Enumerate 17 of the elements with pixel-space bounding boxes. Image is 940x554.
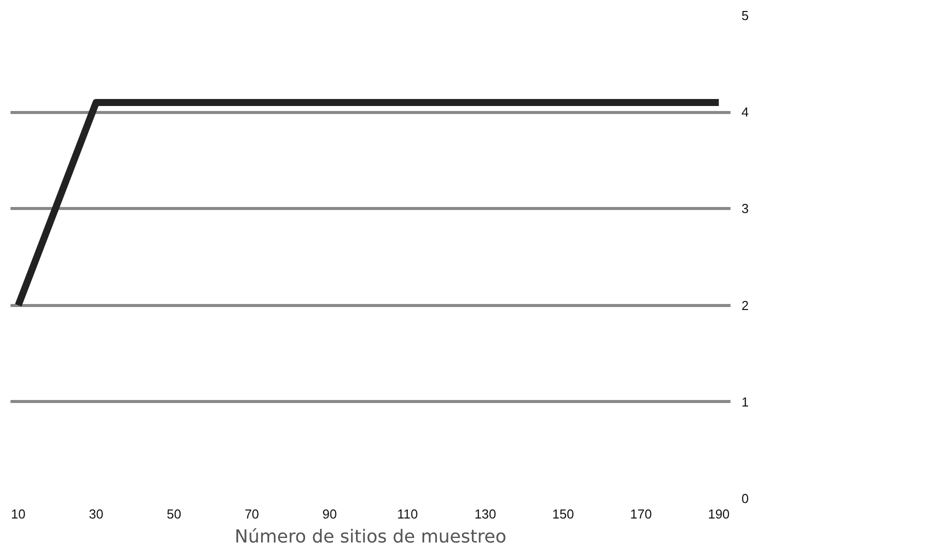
y-tick-label: 2 <box>742 298 749 313</box>
x-tick-label: 110 <box>397 506 418 522</box>
y-tick-label: 5 <box>742 8 749 23</box>
x-tick-label: 90 <box>322 506 337 522</box>
y-tick-label: 0 <box>742 491 749 506</box>
y-tick-label: 4 <box>742 104 749 120</box>
x-axis-title: Número de sitios de muestreo <box>234 526 506 548</box>
x-tick-label: 10 <box>11 506 26 522</box>
x-tick-label: 70 <box>244 506 260 522</box>
x-tick-label: 130 <box>474 506 496 522</box>
x-tick-label: 30 <box>88 506 104 522</box>
x-tick-label: 190 <box>708 506 730 522</box>
x-tick-label: 170 <box>630 506 652 522</box>
x-tick-label: 50 <box>166 506 182 522</box>
x-tick-label: 150 <box>552 506 574 522</box>
y-tick-label: 3 <box>742 201 749 216</box>
y-tick-label: 1 <box>742 394 749 410</box>
